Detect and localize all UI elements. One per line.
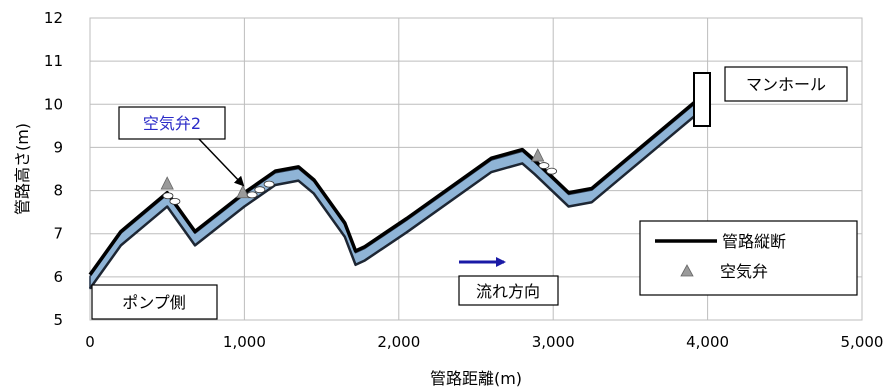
legend-entry-air-valve: 空気弁 bbox=[720, 262, 768, 281]
y-tick-label: 11 bbox=[44, 52, 63, 70]
pipe-band-lower-edge bbox=[88, 110, 701, 290]
y-tick-label: 8 bbox=[53, 182, 63, 200]
air-valve-marker bbox=[236, 184, 250, 199]
y-tick-label: 12 bbox=[44, 9, 63, 27]
air-valve-callout-box bbox=[118, 106, 226, 140]
series-layer bbox=[88, 96, 702, 276]
x-axis-title: 管路距離(m) bbox=[430, 369, 522, 388]
flow-direction-label: 流れ方向 bbox=[476, 282, 540, 301]
pump-side-box bbox=[91, 284, 218, 320]
y-tick-label: 5 bbox=[53, 311, 63, 329]
valve-fitting bbox=[162, 192, 174, 200]
y-tick-labels: 5 6 7 8 9 10 11 12 bbox=[44, 9, 63, 329]
legend-box bbox=[639, 220, 858, 296]
legend: 管路縦断 空気弁 bbox=[639, 220, 858, 296]
pump-side-label: ポンプ側 bbox=[122, 293, 186, 312]
x-tick-labels: 0 1,000 2,000 3,000 4,000 5,000 bbox=[85, 333, 883, 351]
valve-fitting bbox=[169, 197, 181, 205]
manhole-shape bbox=[693, 72, 711, 127]
flow-direction-box bbox=[458, 275, 559, 306]
x-tick-label: 2,000 bbox=[377, 333, 420, 351]
y-axis-title: 管路高さ(m) bbox=[13, 123, 32, 215]
y-tick-label: 10 bbox=[44, 95, 63, 113]
x-tick-label: 3,000 bbox=[532, 333, 575, 351]
y-tick-label: 7 bbox=[53, 225, 63, 243]
x-tick-label: 1,000 bbox=[223, 333, 266, 351]
valve-fitting bbox=[538, 162, 550, 169]
valve-fitting bbox=[263, 180, 275, 188]
grid bbox=[89, 17, 863, 321]
x-tick-label: 5,000 bbox=[841, 333, 884, 351]
air-valve-marker bbox=[160, 176, 174, 190]
valve-fitting bbox=[254, 186, 266, 194]
air-valve-callout-arrow bbox=[198, 138, 245, 187]
valve-fitting bbox=[546, 167, 558, 175]
legend-triangle-swatch bbox=[680, 264, 694, 277]
manhole-label: マンホール bbox=[746, 75, 826, 94]
x-tick-label: 0 bbox=[85, 333, 95, 351]
y-tick-label: 6 bbox=[53, 268, 63, 286]
air-valve-marker bbox=[531, 148, 545, 162]
valve-fitting bbox=[246, 191, 258, 199]
manhole-label-box bbox=[724, 66, 848, 102]
air-valve-callout-label: 空気弁2 bbox=[143, 114, 201, 133]
legend-entry-pipe: 管路縦断 bbox=[722, 232, 786, 251]
x-tick-label: 4,000 bbox=[686, 333, 729, 351]
y-tick-label: 9 bbox=[53, 138, 63, 156]
